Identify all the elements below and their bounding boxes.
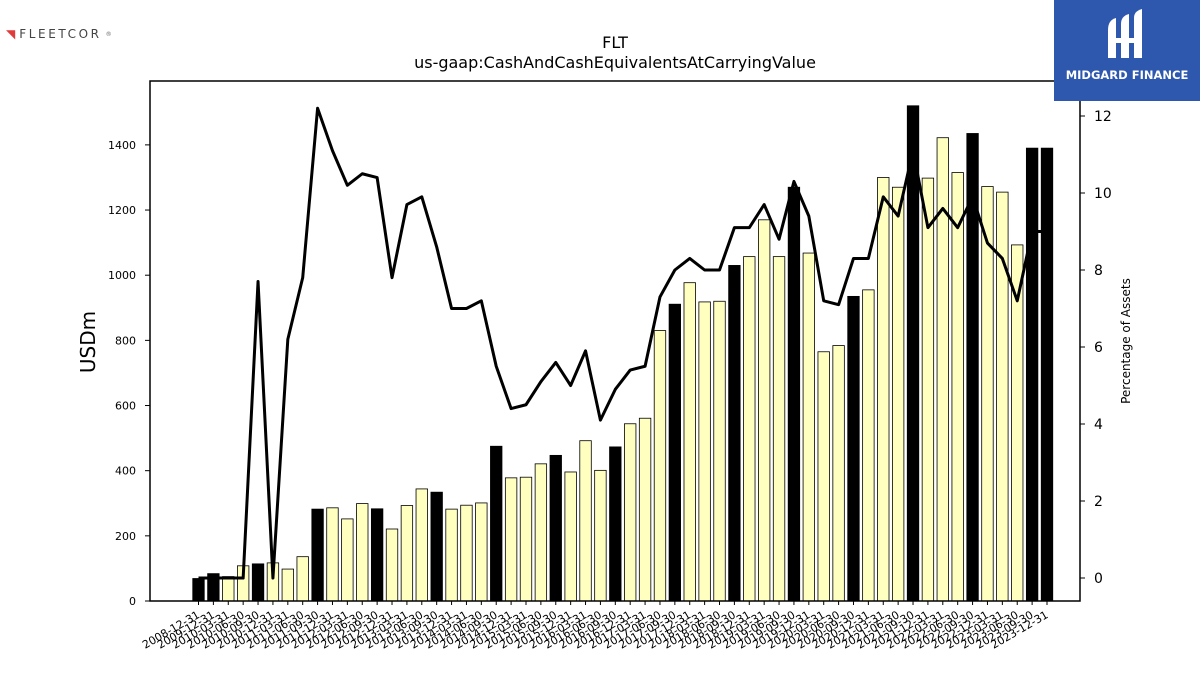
bar-2010-09-30 bbox=[251, 563, 265, 602]
y2-tick-label-0: 0 bbox=[1094, 571, 1103, 587]
bar-2021-06-30 bbox=[891, 186, 905, 602]
y2-tick-label-10: 10 bbox=[1094, 186, 1112, 202]
bar-2021-09-30 bbox=[906, 105, 920, 602]
bar-2008-12-31 bbox=[192, 578, 205, 602]
x-axis: 2008-12-312009-12-312010-03-312010-06-30… bbox=[140, 601, 1051, 652]
y-axis-label: USDm bbox=[76, 311, 100, 373]
bar-2016-03-31 bbox=[579, 440, 592, 602]
right-y-axis: 0 2 4 6 8 10 12 bbox=[1080, 109, 1112, 587]
bar-2012-03-31 bbox=[341, 518, 354, 602]
fleetcor-logo: ◥ FLEETCOR ® bbox=[6, 27, 112, 41]
fleetcor-mark-icon: ◥ bbox=[6, 27, 16, 41]
bar-2013-06-30 bbox=[415, 488, 428, 602]
midgard-mark-icon bbox=[1108, 9, 1142, 58]
bar-2018-03-31 bbox=[698, 301, 711, 602]
percentage-of-assets-line bbox=[198, 106, 1047, 580]
bar-2016-09-30 bbox=[609, 446, 622, 602]
left-y-axis: 0 200 400 600 800 1000 1200 1400 bbox=[108, 139, 150, 608]
bar-2020-06-30 bbox=[832, 345, 845, 602]
fleetcor-logo-text: FLEETCOR bbox=[19, 27, 102, 41]
y-tick-label-1200: 1200 bbox=[108, 204, 136, 217]
bar-2013-03-31 bbox=[400, 505, 414, 602]
y-tick-label-1400: 1400 bbox=[108, 139, 136, 152]
bar-2019-03-31 bbox=[758, 219, 771, 602]
bar-2017-03-31 bbox=[638, 417, 652, 602]
bar-2012-09-30 bbox=[370, 508, 384, 602]
bars-layer bbox=[192, 105, 1054, 602]
midgard-finance-logo: MIDGARD FINANCE bbox=[1054, 0, 1200, 101]
bar-2011-09-30 bbox=[311, 508, 324, 602]
bar-2019-09-30 bbox=[787, 186, 801, 602]
y-tick-label-600: 600 bbox=[115, 400, 136, 413]
bar-2017-06-30 bbox=[653, 330, 667, 602]
y-tick-label-0: 0 bbox=[129, 595, 136, 608]
y2-tick-label-4: 4 bbox=[1094, 417, 1103, 433]
chart-title: FLT bbox=[602, 33, 628, 52]
y-tick-label-1000: 1000 bbox=[108, 269, 136, 282]
y2-tick-label-8: 8 bbox=[1094, 263, 1103, 279]
bar-2014-06-30 bbox=[475, 502, 488, 602]
y2-tick-label-6: 6 bbox=[1094, 340, 1103, 356]
bar-2010-03-31 bbox=[222, 576, 235, 602]
percentage-line-layer bbox=[198, 106, 1047, 580]
bar-2020-09-30 bbox=[847, 295, 860, 602]
bar-2017-09-30 bbox=[668, 303, 681, 602]
chart-subtitle: us-gaap:CashAndCashEquivalentsAtCarrying… bbox=[414, 53, 816, 72]
bar-2023-12-31 bbox=[1040, 147, 1054, 602]
bar-2021-03-31 bbox=[877, 177, 890, 602]
y2-tick-label-2: 2 bbox=[1094, 494, 1103, 510]
bar-2013-12-31 bbox=[445, 508, 458, 602]
bar-2018-06-30 bbox=[713, 300, 726, 602]
y2-tick-label-12: 12 bbox=[1094, 109, 1112, 125]
bar-2011-12-31 bbox=[326, 507, 339, 602]
bar-2016-06-30 bbox=[594, 469, 607, 602]
bar-2016-12-31 bbox=[624, 423, 637, 602]
bar-2013-09-30 bbox=[430, 491, 443, 602]
bar-2015-12-31 bbox=[564, 471, 577, 602]
bar-2015-06-30 bbox=[534, 463, 548, 602]
midgard-logo-text: MIDGARD FINANCE bbox=[1065, 68, 1189, 82]
y-tick-label-800: 800 bbox=[115, 334, 136, 347]
bar-2023-09-30 bbox=[1025, 147, 1039, 602]
y-tick-label-200: 200 bbox=[115, 530, 136, 543]
bar-2018-09-30 bbox=[728, 265, 741, 602]
bar-2021-12-31 bbox=[921, 177, 935, 602]
bar-2014-03-31 bbox=[460, 504, 473, 602]
bar-2019-12-31 bbox=[802, 252, 815, 602]
bar-2012-12-31 bbox=[385, 528, 399, 602]
bar-2014-09-30 bbox=[490, 445, 503, 602]
bar-2012-06-30 bbox=[356, 503, 369, 602]
bar-2018-12-31 bbox=[743, 256, 756, 602]
bar-2015-09-30 bbox=[549, 454, 562, 602]
bar-2014-12-31 bbox=[504, 477, 518, 602]
y2-axis-label: Percentage of Assets bbox=[1119, 278, 1133, 404]
bar-2011-06-30 bbox=[296, 556, 309, 602]
bar-2015-03-31 bbox=[519, 476, 533, 602]
bar-2020-03-31 bbox=[817, 351, 830, 602]
bar-2017-12-31 bbox=[683, 282, 696, 602]
y-tick-label-400: 400 bbox=[115, 465, 136, 478]
bar-2022-06-30 bbox=[951, 172, 964, 602]
fleetcor-registered-mark: ® bbox=[105, 30, 112, 38]
bar-2011-03-31 bbox=[281, 568, 294, 602]
bar-2020-12-31 bbox=[862, 289, 875, 602]
bar-2019-06-30 bbox=[772, 256, 786, 602]
